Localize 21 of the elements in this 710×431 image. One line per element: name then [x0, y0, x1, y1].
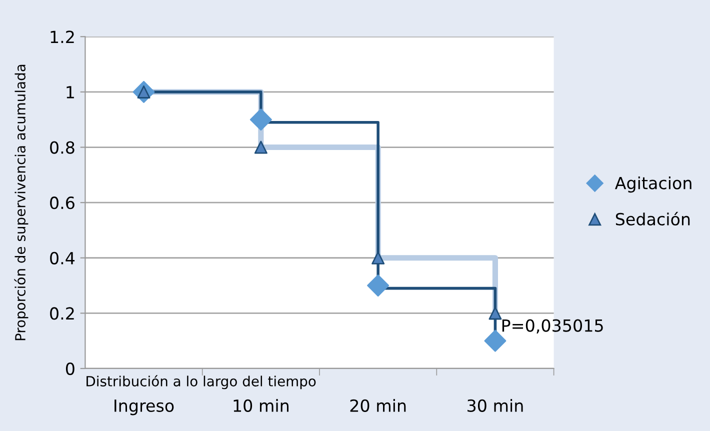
x-tick-label: 30 min [468, 399, 523, 412]
point [372, 251, 385, 264]
y-tick-label: 0.6 [50, 196, 74, 210]
x-tick-label: 10 min [234, 399, 288, 412]
x-axis-title: Distribución a lo largo del tiempo [86, 375, 316, 390]
x-tick-label: Ingreso [114, 400, 174, 416]
point [367, 274, 390, 297]
point [250, 108, 272, 131]
y-tick-label: 1.2 [50, 30, 74, 43]
legend-label: Agitacion [614, 176, 692, 193]
point [254, 140, 268, 154]
x-tick-label: 20 min [350, 399, 406, 412]
legend-label: Sedación [616, 212, 690, 226]
y-axis-title: Proporción de supervivencia acumulada [14, 64, 28, 340]
annotation: P=0,035015 [502, 319, 603, 334]
y-tick-label: 1 [66, 86, 74, 98]
y-tick-label: 0 [66, 362, 74, 376]
y-tick-label: 0.8 [50, 141, 74, 154]
y-tick-label: 0.2 [50, 307, 74, 320]
y-tick-label: 0.4 [50, 252, 75, 264]
point [488, 306, 502, 320]
